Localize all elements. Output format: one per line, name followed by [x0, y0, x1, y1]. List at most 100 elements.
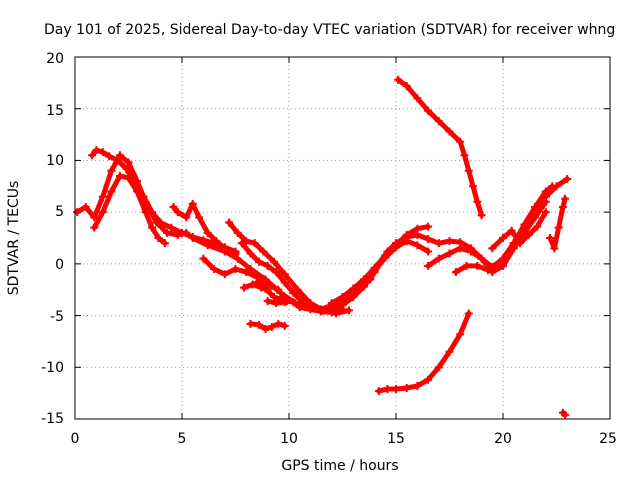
data-point-marker [220, 270, 229, 279]
y-tick-label-10: 10 [46, 153, 64, 169]
data-point-marker [90, 213, 99, 222]
data-point-marker [163, 228, 172, 237]
x-axis-label: GPS time / hours [281, 458, 398, 474]
data-point-marker [464, 309, 473, 318]
data-point-marker [199, 254, 208, 263]
data-point-marker [541, 187, 550, 196]
data-point-marker [124, 158, 133, 167]
data-point-marker [462, 261, 471, 270]
data-point-marker [267, 322, 276, 331]
data-point-marker [499, 261, 507, 270]
x-tick-label-0: 0 [71, 431, 80, 447]
data-point-marker [473, 261, 482, 270]
series-trace [74, 152, 189, 238]
data-point-marker [548, 182, 557, 191]
data-point-marker [434, 254, 443, 263]
data-point-marker [374, 259, 383, 268]
series-trace [91, 173, 168, 246]
data-point-marker [122, 164, 131, 173]
data-point-marker [270, 257, 279, 266]
data-point-marker [188, 199, 197, 208]
data-point-marker [252, 278, 261, 287]
data-point-marker [115, 171, 124, 180]
data-point-marker [366, 275, 375, 284]
data-point-marker [402, 81, 411, 90]
data-point-marker [402, 232, 411, 241]
x-tick-label-20: 20 [494, 431, 512, 447]
data-point-marker [250, 239, 259, 248]
series-arc-11 [263, 297, 289, 308]
data-point-marker [289, 298, 298, 307]
data-point-marker [90, 223, 99, 232]
data-point-marker [424, 222, 433, 231]
data-point-marker [499, 234, 507, 242]
data-point-marker [413, 230, 422, 239]
data-point-marker [434, 239, 443, 248]
y-tick-label-neg15: -15 [41, 411, 64, 427]
data-point-marker [424, 247, 433, 256]
data-point-marker [392, 385, 400, 394]
data-point-marker [317, 305, 326, 314]
data-point-marker [445, 347, 454, 356]
data-point-marker [374, 387, 383, 396]
data-point-marker [561, 410, 570, 419]
data-point-marker [563, 175, 572, 184]
data-point-marker [424, 261, 433, 270]
data-point-marker [188, 234, 197, 242]
data-point-marker [195, 213, 204, 222]
data-point-marker [169, 202, 178, 211]
series-trace [395, 77, 485, 218]
data-point-marker [516, 239, 525, 248]
series-arc-3 [90, 171, 169, 248]
data-point-marker [248, 280, 257, 289]
data-point-marker [203, 241, 212, 250]
data-point-marker [306, 305, 315, 314]
data-point-marker [261, 325, 270, 334]
data-point-marker [469, 182, 478, 191]
data-point-marker [293, 285, 302, 294]
data-point-marker [477, 254, 486, 263]
data-point-marker [220, 247, 229, 256]
data-point-marker [456, 244, 465, 253]
data-point-marker [263, 297, 272, 306]
data-point-marker [424, 106, 433, 115]
series-arc-19 [488, 208, 550, 253]
data-point-marker [167, 223, 176, 232]
data-point-marker [225, 218, 234, 227]
data-point-marker [531, 202, 540, 211]
data-point-marker [561, 194, 570, 203]
data-point-marker [460, 151, 469, 160]
y-tick-label-0: 0 [55, 257, 64, 273]
data-point-marker [156, 218, 165, 227]
data-point-marker [488, 244, 497, 253]
data-point-marker [272, 268, 281, 277]
data-point-marker [349, 284, 358, 293]
data-point-marker [499, 254, 507, 263]
data-point-marker [456, 137, 465, 146]
x-tick-label-10: 10 [280, 431, 298, 447]
data-point-marker [445, 249, 454, 258]
data-point-marker [456, 330, 465, 339]
x-tick-label-5: 5 [178, 431, 187, 447]
data-point-marker [240, 283, 249, 292]
series-arc-23 [558, 408, 570, 419]
data-point-marker [233, 228, 242, 237]
data-series [73, 75, 572, 419]
data-point-marker [105, 152, 114, 161]
data-point-marker [212, 237, 221, 246]
data-point-marker [394, 75, 403, 84]
data-point-marker [255, 320, 264, 329]
data-point-marker [554, 223, 563, 232]
data-point-marker [344, 306, 353, 315]
data-point-marker [392, 239, 400, 248]
data-point-marker [383, 385, 392, 394]
data-point-marker [424, 375, 433, 384]
y-tick-label-15: 15 [46, 103, 64, 119]
data-point-marker [263, 261, 272, 270]
data-point-marker [477, 211, 486, 220]
data-point-marker [402, 383, 411, 392]
data-point-marker [107, 166, 116, 175]
data-point-marker [274, 319, 283, 328]
data-point-marker [445, 127, 454, 136]
data-point-marker [98, 208, 107, 217]
